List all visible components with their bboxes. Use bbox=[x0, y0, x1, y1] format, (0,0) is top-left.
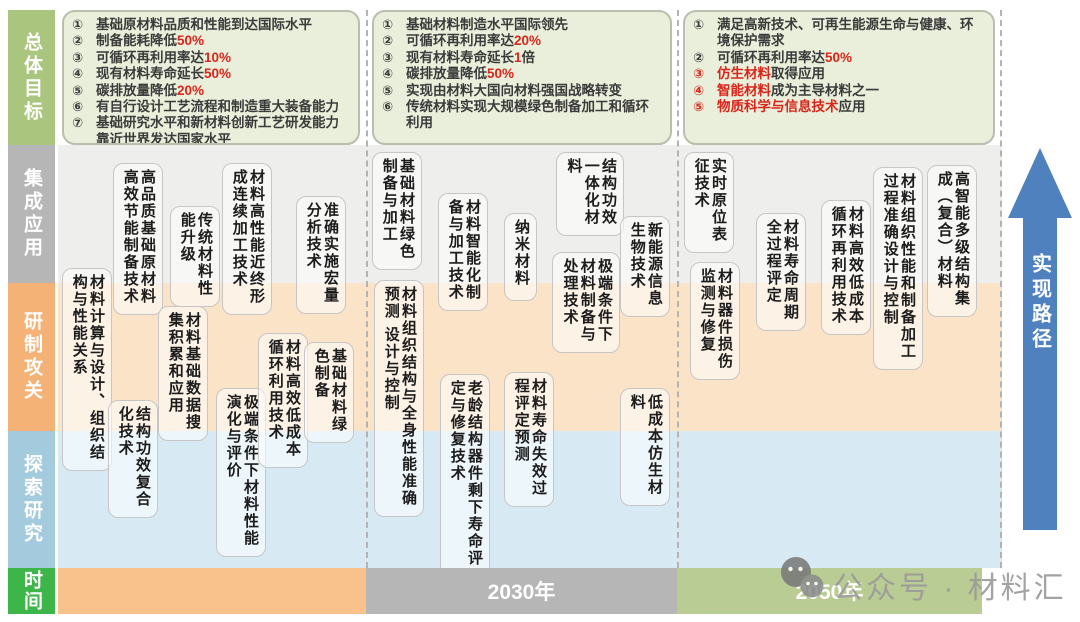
row-label-overall-goals: 总体目标 bbox=[8, 10, 55, 145]
tech-box-s3-4: 材料高效低成本循环再利用技术 bbox=[821, 200, 871, 335]
tech-box-s2-6: 极端条件下材料制备与处理技术 bbox=[552, 252, 620, 353]
goal-item: ④ 现有材料寿命延长50% bbox=[72, 66, 232, 82]
goal-item: ③ 现有材料寿命延长1倍 bbox=[382, 49, 536, 65]
tech-box-s2-4: 结构功效一体化材料 bbox=[556, 152, 624, 236]
tech-box-s2-1: 基础材料绿色制备与加工 bbox=[372, 152, 422, 270]
tech-box-s3-3: 材料寿命周期全过程评定 bbox=[756, 213, 806, 331]
timeline-segment-2: 2030年 bbox=[366, 568, 677, 614]
goal-item: ② 制备能耗降低50% bbox=[72, 33, 205, 49]
row-label-time: 时间 bbox=[8, 568, 55, 614]
tech-box-s2-5: 新能源信息生物技术 bbox=[620, 216, 670, 317]
row-label-exploration-research: 探索研究 bbox=[8, 431, 55, 568]
goal-box-2050: ① 满足高新技术、可再生能源生命与健康、环境保护需求 ② 可循环再利用率达50% ③ 仿生… bbox=[683, 10, 995, 145]
divider-dashed-1 bbox=[366, 10, 368, 568]
path-arrow-head bbox=[1008, 148, 1072, 218]
tech-box-s3-2: 材料器件损伤监测与修复 bbox=[690, 262, 740, 380]
tech-box-s2-10: 低成本仿生材料 bbox=[620, 388, 670, 506]
timeline-segment-1 bbox=[58, 568, 366, 614]
goal-item: ③ 可循环再利用率达10% bbox=[72, 49, 232, 65]
row-label-development-research: 研制攻关 bbox=[8, 283, 55, 431]
tech-box-s1-4: 准确实施宏量分析技术 bbox=[296, 196, 346, 314]
goal-box-2030: ① 基础材料制造水平国际领先 ② 可循环再利用率达20% ③ 现有材料寿命延长1倍 ④ 碳排放… bbox=[372, 10, 672, 145]
tech-box-s1-9: 材料高效低成本循环利用技术 bbox=[258, 333, 308, 468]
tech-box-s3-6: 高智能多级结构集成（复合）材料 bbox=[927, 165, 977, 317]
tech-box-s3-5: 材料组织性能和制备加工过程准确设计与控制 bbox=[873, 167, 923, 370]
path-arrow bbox=[1023, 217, 1057, 530]
divider-dashed-3 bbox=[1000, 10, 1002, 568]
tech-box-s1-5: 材料计算与设计、组织结构与性能关系 bbox=[62, 268, 112, 471]
timeline-label-2030: 2030年 bbox=[487, 581, 556, 604]
goal-box-near-term: ① 基础原材料品质和性能到达国际水平 ② 制备能耗降低50% ③ 可循环再利用率达10% ④… bbox=[62, 10, 360, 145]
wechat-icon bbox=[781, 557, 824, 598]
tech-box-s1-7: 结构功效复合化技术 bbox=[108, 400, 158, 518]
tech-box-s1-10: 基础材料绿色制备 bbox=[304, 342, 354, 443]
tech-box-s2-8: 老龄结构器件剩下寿命评定与修复技术 bbox=[440, 374, 490, 577]
goal-item: ⑥ 有自行设计工艺流程和制造重大装备能力 bbox=[72, 99, 339, 115]
goal-item: ⑤ 碳排放量降低20% bbox=[72, 82, 205, 98]
divider-dashed-2 bbox=[677, 10, 679, 568]
goal-item: ⑥ 传统材料实现大规模绿色制备加工和循环利用 bbox=[382, 99, 649, 131]
goal-item: ① 基础原材料品质和性能到达国际水平 bbox=[72, 17, 312, 32]
goal-item: ② 可循环再利用率达50% bbox=[693, 49, 853, 65]
tech-box-s1-2: 传统材料性能升级 bbox=[170, 206, 220, 307]
tech-box-s2-2: 材料智能化制备与加工技术 bbox=[438, 193, 488, 311]
goal-item: ⑦ 基础研究水平和新材料创新工艺研发能力靠近世界发达国家水平 bbox=[72, 115, 339, 145]
tech-box-s1-6: 材料基础数据搜集积累和应用 bbox=[158, 306, 208, 441]
tech-box-s2-9: 材料寿命失效过程评定预测 bbox=[504, 372, 554, 507]
tech-box-s1-8: 极端条件下材料性能演化与评价 bbox=[216, 388, 266, 557]
goal-item: ② 可循环再利用率达20% bbox=[382, 33, 542, 49]
watermark: 公众号 · 材料汇 bbox=[833, 572, 1067, 605]
goal-item: ③ 仿生材料取得应用 bbox=[693, 66, 825, 82]
goal-item: ⑤ 物质科学与信息技术应用 bbox=[693, 99, 866, 115]
row-label-integrated-application: 集成应用 bbox=[8, 145, 55, 283]
goal-item: ④ 碳排放量降低50% bbox=[382, 66, 515, 82]
tech-box-s2-7: 材料组织结构与全身性能准确预测 设计与控制 bbox=[374, 280, 424, 517]
tech-box-s3-1: 实时原位表征技术 bbox=[684, 152, 734, 253]
tech-box-s2-3: 纳米材料 bbox=[504, 213, 537, 301]
goal-item: ⑤ 实现由材料大国向材料强国战略转变 bbox=[382, 82, 622, 98]
tech-box-s1-1: 高品质基础原材料高效节能制备技术 bbox=[113, 163, 163, 315]
goal-item: ① 满足高新技术、可再生能源生命与健康、环境保护需求 bbox=[693, 17, 974, 49]
path-arrow-label: 实现路径 bbox=[1028, 253, 1051, 353]
goal-item: ① 基础材料制造水平国际领先 bbox=[382, 17, 568, 32]
goal-item: ④ 智能材料成为主导材料之一 bbox=[693, 82, 879, 98]
tech-box-s1-3: 材料高性能近终形成连续加工技术 bbox=[222, 163, 272, 315]
